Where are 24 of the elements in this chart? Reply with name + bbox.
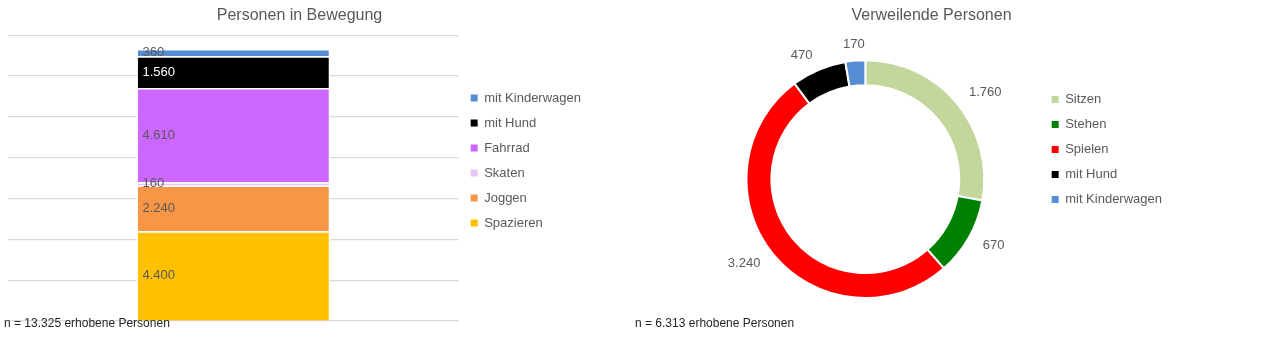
annotation: n = 13.325 erhobene Personen	[4, 316, 170, 330]
legend-label: Sitzen	[1065, 91, 1102, 107]
data-label: 4.610	[142, 126, 175, 142]
legend-label: Spazieren	[484, 214, 543, 230]
legend-label: mit Kinderwagen	[1065, 191, 1162, 207]
legend-label: Fahrrad	[484, 139, 530, 155]
chart-title: Personen in Bewegung	[216, 6, 383, 24]
legend-label: mit Hund	[484, 114, 537, 130]
legend-label: mit Kinderwagen	[484, 89, 581, 105]
legend-label: Skaten	[484, 164, 525, 180]
legend-label: Joggen	[484, 189, 527, 205]
data-label: 470	[790, 46, 813, 62]
data-label: 2.240	[142, 199, 175, 215]
text: n = 6.313 erhobene Personen	[635, 316, 795, 330]
data-label: 4.400	[142, 267, 175, 283]
data-label: 670	[982, 237, 1005, 253]
data-label: 1.760	[968, 84, 1002, 100]
data-label: 3.240	[727, 255, 761, 271]
data-label: 1.560	[142, 63, 175, 79]
data-label: 170	[843, 36, 865, 52]
legend-label: mit Hund	[1065, 166, 1118, 182]
legend-label: Spielen	[1065, 141, 1109, 157]
chart-title: Verweilende Personen	[851, 6, 1012, 24]
legend-label: Stehen	[1065, 116, 1107, 132]
